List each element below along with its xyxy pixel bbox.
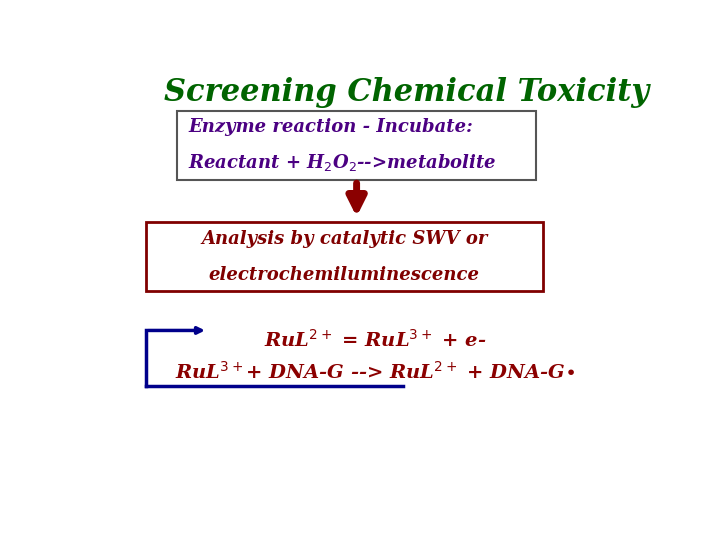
- Text: Analysis by catalytic SWV or: Analysis by catalytic SWV or: [201, 231, 487, 248]
- Text: Reactant + H$_2$O$_2$-->metabolite: Reactant + H$_2$O$_2$-->metabolite: [188, 152, 496, 173]
- FancyBboxPatch shape: [145, 222, 543, 291]
- Text: RuL$^{3+}$+ DNA-G --> RuL$^{2+}$ + DNA-G$\bullet$: RuL$^{3+}$+ DNA-G --> RuL$^{2+}$ + DNA-G…: [175, 361, 575, 383]
- Text: Enzyme reaction - Incubate:: Enzyme reaction - Incubate:: [188, 118, 473, 136]
- FancyArrowPatch shape: [348, 183, 364, 209]
- Text: Screening Chemical Toxicity: Screening Chemical Toxicity: [164, 77, 649, 108]
- Text: electrochemiluminescence: electrochemiluminescence: [209, 266, 480, 284]
- Text: RuL$^{2+}$ = RuL$^{3+}$ + e-: RuL$^{2+}$ = RuL$^{3+}$ + e-: [264, 329, 487, 350]
- FancyArrowPatch shape: [148, 328, 201, 333]
- FancyBboxPatch shape: [177, 111, 536, 180]
